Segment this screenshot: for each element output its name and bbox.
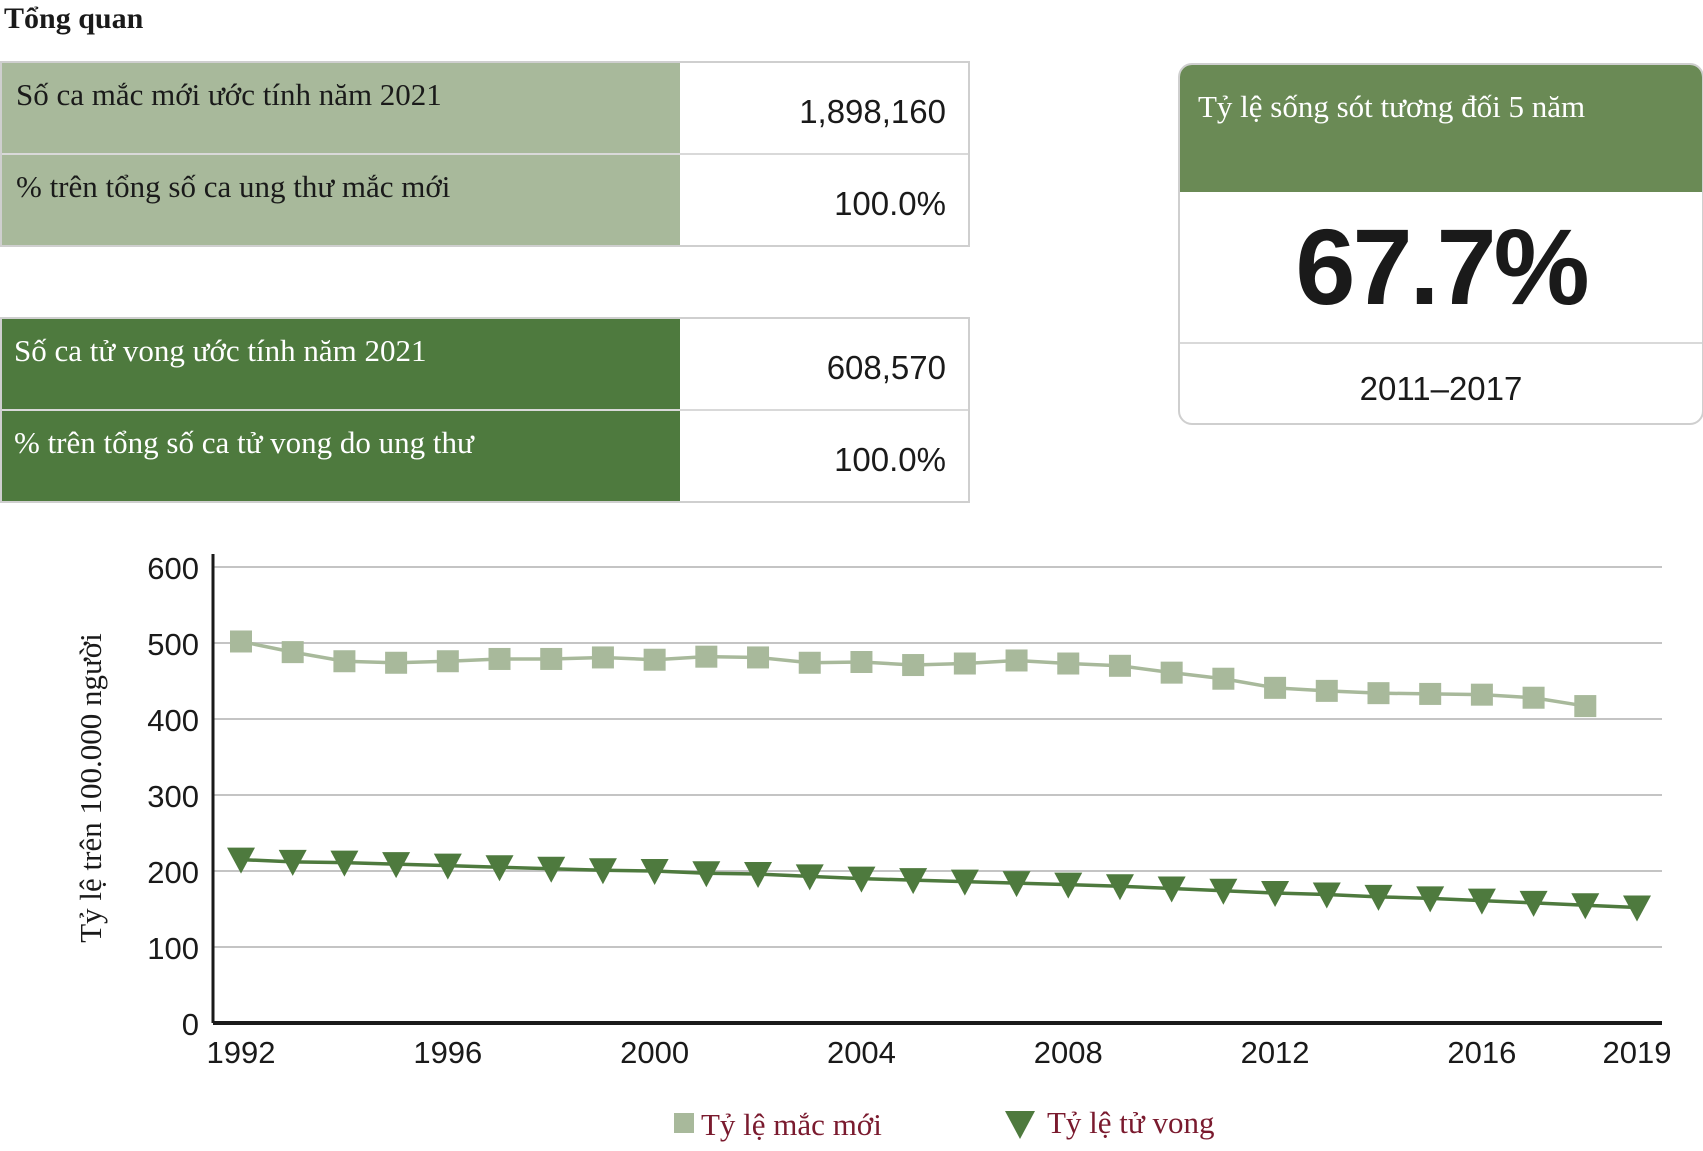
- incidence-point: [488, 647, 511, 670]
- incidence-point: [643, 648, 666, 671]
- incidence-point: [850, 651, 873, 673]
- mortality-point: [278, 849, 307, 876]
- mortality-point: [1105, 874, 1134, 901]
- incidence-point: [747, 646, 770, 669]
- mortality-point: [847, 866, 876, 893]
- incidence-point: [1470, 683, 1493, 706]
- x-tick-label: 2004: [827, 1035, 896, 1070]
- incidence-point: [902, 654, 925, 677]
- y-tick-label: 300: [147, 779, 199, 814]
- mortality-point: [1209, 878, 1238, 905]
- mortality-point: [1364, 884, 1393, 911]
- legend-incidence-label: Tỷ lệ mắc mới: [701, 1107, 882, 1142]
- incidence-point: [1212, 667, 1235, 690]
- mortality-point: [1467, 888, 1496, 915]
- mortality-point: [950, 869, 979, 896]
- new-cases-percent-label: % trên tổng số ca ung thư mắc mới: [2, 155, 680, 245]
- y-axis-label: Tỷ lệ trên 100.000 người: [73, 633, 108, 943]
- x-tick-label: 1996: [413, 1035, 482, 1070]
- incidence-point: [436, 650, 459, 673]
- mortality-point: [795, 864, 824, 891]
- mortality-point: [1157, 876, 1186, 903]
- incidence-point: [591, 646, 614, 669]
- y-tick-label: 100: [147, 931, 199, 966]
- deaths-label: Số ca tử vong ước tính năm 2021: [2, 319, 680, 409]
- incidence-point: [1108, 654, 1131, 677]
- incidence-point: [281, 641, 304, 664]
- survival-card: Tỷ lệ sống sót tương đối 5 năm 67.7% 201…: [1178, 63, 1703, 425]
- table-row: % trên tổng số ca tử vong do ung thư 100…: [2, 409, 968, 501]
- mortality-point: [1002, 871, 1031, 898]
- incidence-point: [1264, 676, 1287, 699]
- mortality-point: [382, 852, 411, 879]
- deaths-value: 608,570: [680, 319, 968, 409]
- incidence-point: [1522, 686, 1545, 709]
- mortality-point: [1054, 872, 1083, 899]
- series-line-mortality: [240, 857, 1638, 910]
- rate-trend-chart: 0 100 200 300 400 500 600 1992 1996 2000 2004 2008 2…: [73, 551, 1672, 1142]
- mortality-point: [330, 850, 359, 877]
- incidence-point: [1574, 695, 1597, 718]
- deaths-percent-label: % trên tổng số ca tử vong do ung thư: [2, 411, 680, 501]
- mortality-point: [537, 856, 566, 883]
- incidence-point: [333, 650, 356, 673]
- legend-mortality-icon: [1005, 1111, 1035, 1139]
- incidence-point: [695, 645, 718, 668]
- incidence-point: [385, 651, 408, 674]
- incidence-point: [1315, 679, 1338, 702]
- mortality-point: [899, 868, 928, 895]
- table-row: Số ca mắc mới ước tính năm 2021 1,898,16…: [2, 63, 968, 153]
- table-row: % trên tổng số ca ung thư mắc mới 100.0%: [2, 153, 968, 245]
- survival-title: Tỷ lệ sống sót tương đối 5 năm: [1180, 65, 1702, 192]
- x-tick-label: 2016: [1447, 1035, 1516, 1070]
- mortality-point: [692, 861, 721, 888]
- x-tick-label: 1992: [207, 1035, 276, 1070]
- mortality-point: [227, 847, 255, 874]
- x-tick-label: 2008: [1034, 1035, 1103, 1070]
- legend-incidence-icon: [674, 1113, 694, 1133]
- new-cases-value: 1,898,160: [680, 63, 968, 153]
- incidence-point: [230, 630, 252, 653]
- y-tick-label: 200: [147, 855, 199, 890]
- incidence-point: [1419, 682, 1442, 705]
- y-tick-label: 500: [147, 627, 199, 662]
- mortality-point: [1571, 893, 1600, 920]
- incidence-point: [1057, 652, 1080, 675]
- incidence-point: [1367, 682, 1390, 705]
- mortality-point: [640, 859, 669, 885]
- x-tick-label: 2000: [620, 1035, 689, 1070]
- incidence-point: [540, 647, 563, 670]
- mortality-point: [1312, 882, 1341, 909]
- mortality-point: [1261, 881, 1290, 908]
- legend-mortality-label: Tỷ lệ tử vong: [1047, 1105, 1214, 1140]
- page-title: Tổng quan: [4, 2, 144, 35]
- mortality-point: [433, 853, 462, 880]
- mortality-point: [744, 862, 773, 889]
- y-tick-label: 600: [147, 551, 199, 586]
- mortality-point: [1519, 890, 1548, 917]
- table-row: Số ca tử vong ước tính năm 2021 608,570: [2, 319, 968, 409]
- incidence-point: [798, 651, 821, 674]
- y-tick-label: 0: [182, 1007, 199, 1042]
- incidence-point: [1005, 649, 1028, 672]
- incidence-point: [1160, 661, 1183, 684]
- deaths-percent-value: 100.0%: [680, 411, 968, 501]
- x-tick-label: 2019: [1603, 1035, 1672, 1070]
- mortality-point: [1623, 895, 1651, 922]
- mortality-point: [485, 855, 514, 882]
- mortality-table: Số ca tử vong ước tính năm 2021 608,570 …: [0, 317, 970, 503]
- mortality-point: [588, 858, 617, 885]
- y-tick-label: 400: [147, 703, 199, 738]
- incidence-table: Số ca mắc mới ước tính năm 2021 1,898,16…: [0, 61, 970, 247]
- x-tick-label: 2012: [1241, 1035, 1310, 1070]
- incidence-point: [953, 652, 976, 675]
- mortality-point: [1416, 886, 1445, 913]
- survival-period: 2011–2017: [1359, 370, 1523, 407]
- survival-rate-value: 67.7%: [1180, 192, 1702, 344]
- new-cases-label: Số ca mắc mới ước tính năm 2021: [2, 63, 680, 153]
- new-cases-percent-value: 100.0%: [680, 155, 968, 245]
